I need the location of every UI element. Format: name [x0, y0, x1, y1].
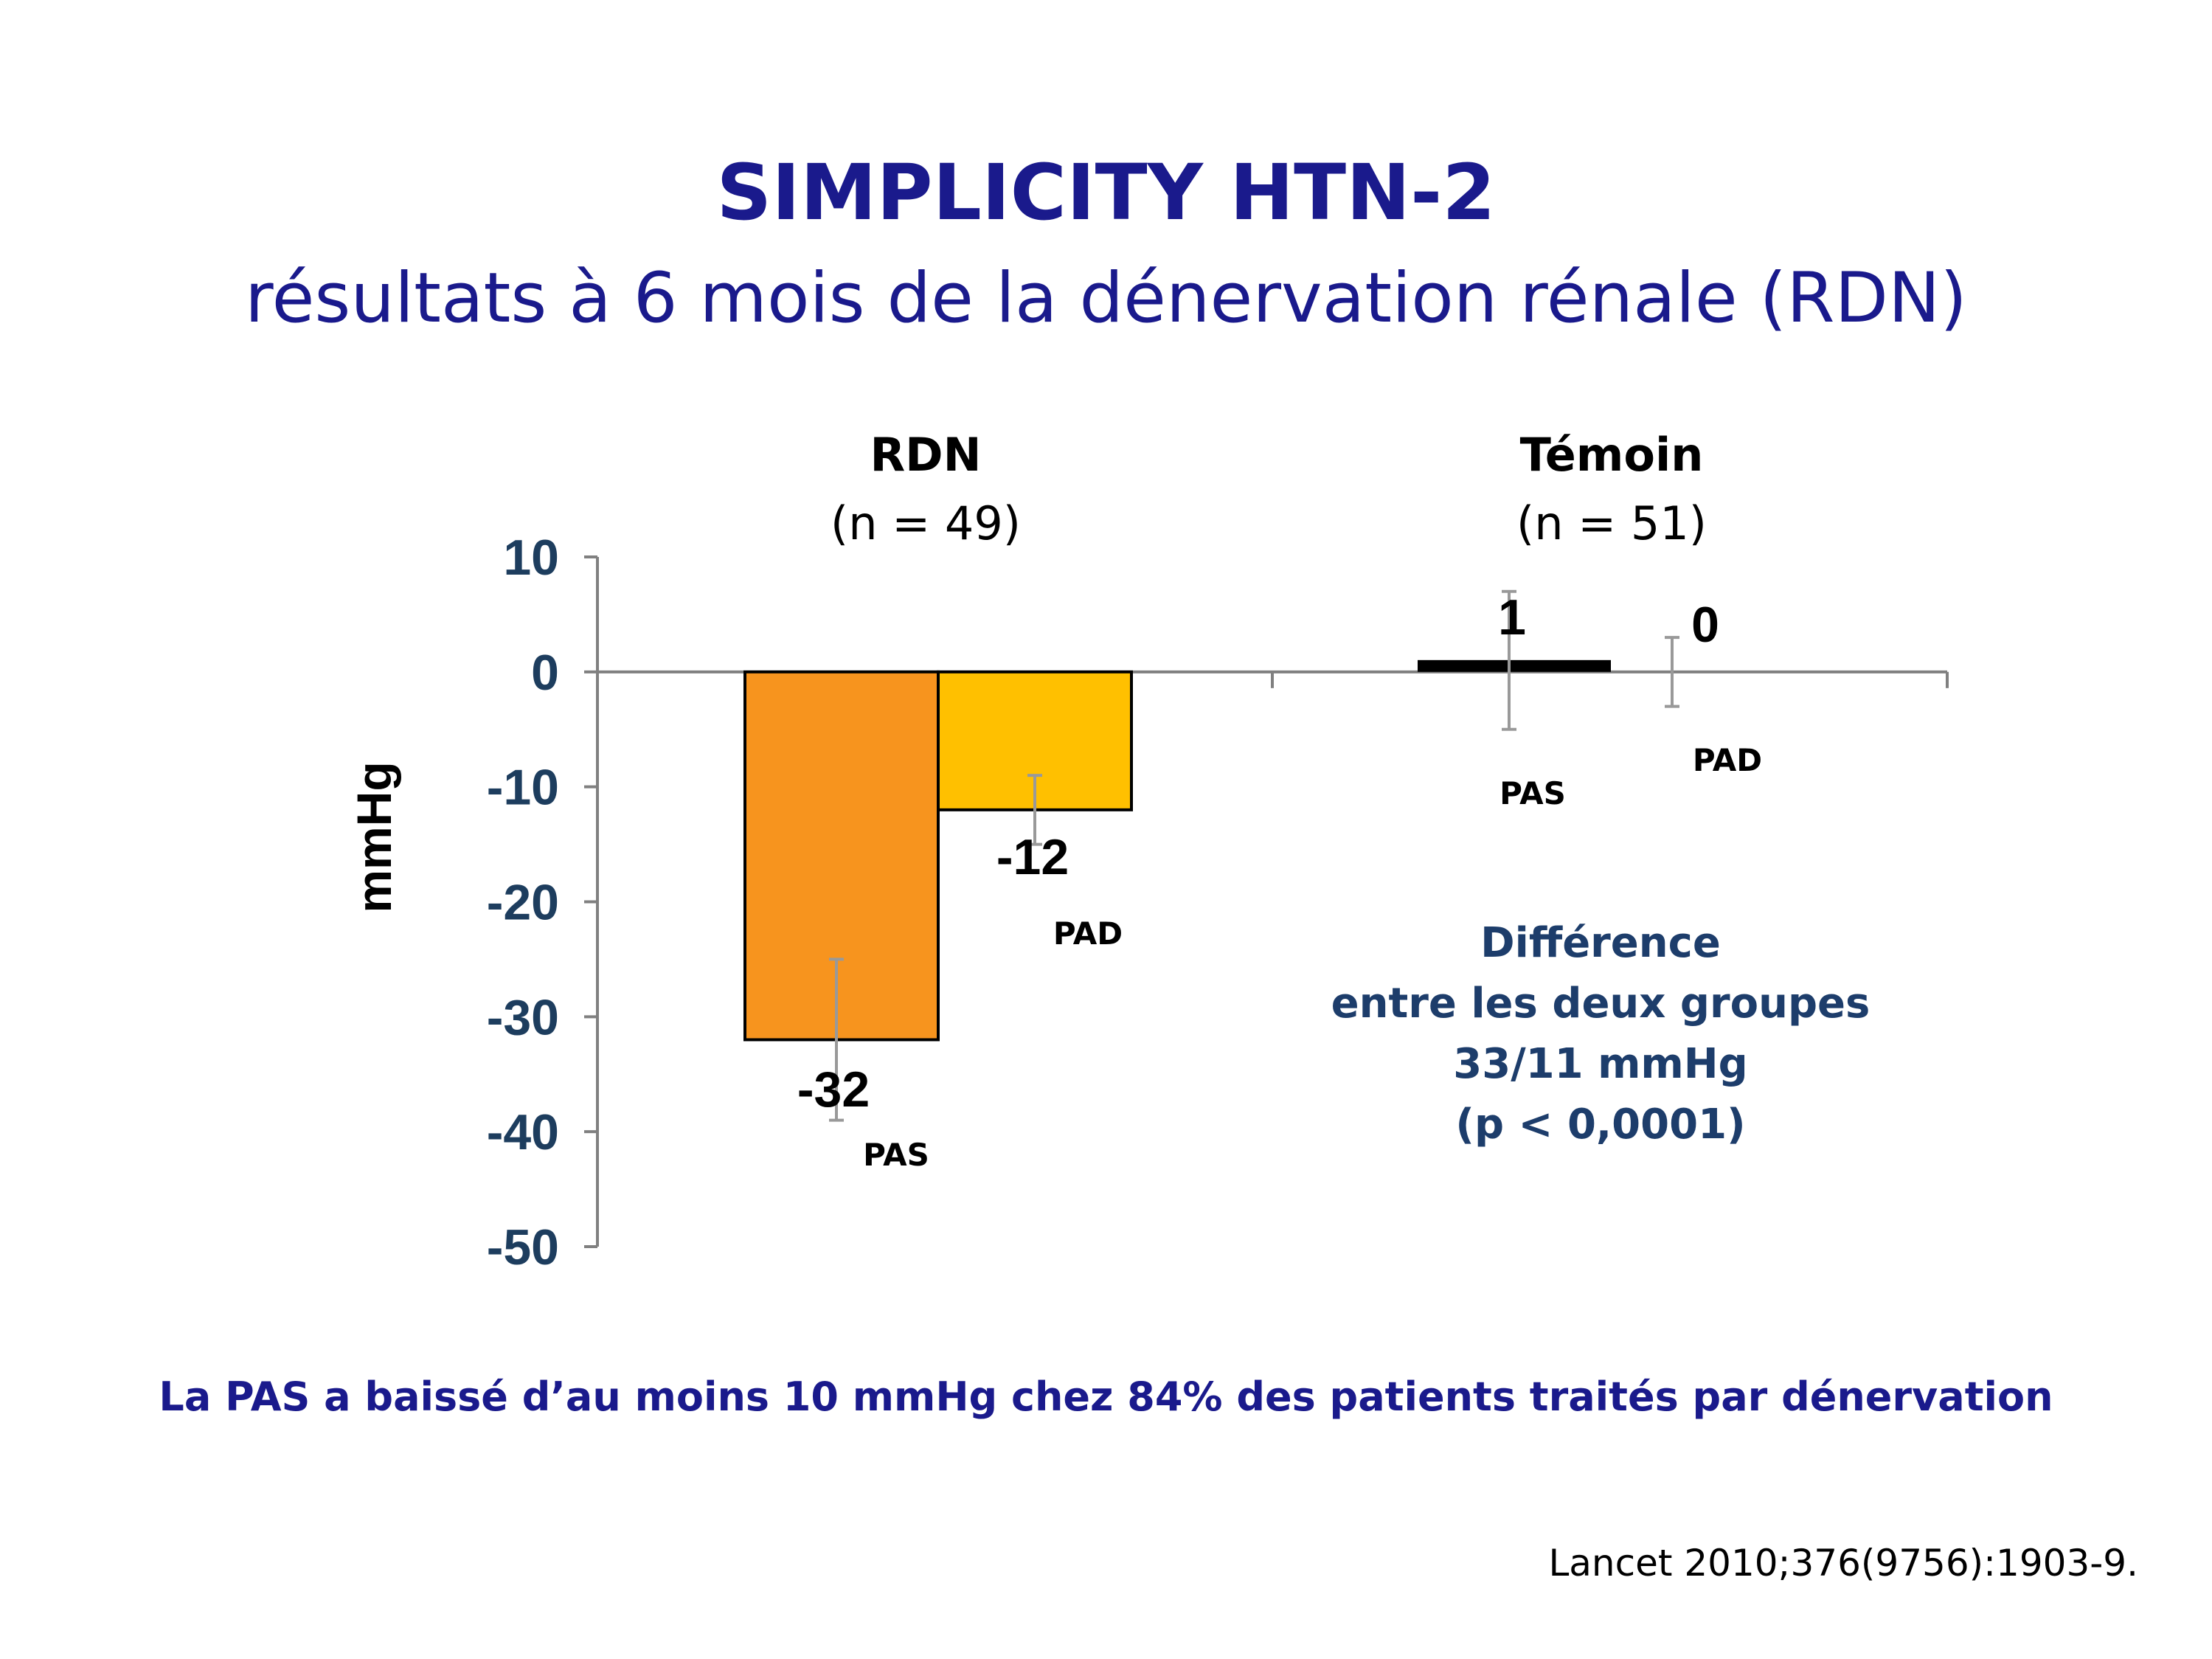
data-label: 0	[1691, 597, 1719, 653]
chart-title: SIMPLICITY HTN-2	[716, 148, 1496, 238]
difference-line: (p < 0,0001)	[1455, 1101, 1746, 1149]
footnote: La PAS a baissé d’au moins 10 mmHg chez …	[159, 1374, 2053, 1420]
series-label: PAD	[1693, 742, 1762, 778]
series-label: PAS	[863, 1137, 929, 1173]
y-tick-label: -10	[487, 760, 559, 816]
reference: Lancet 2010;376(9756):1903-9.	[1548, 1542, 2138, 1584]
y-tick-label: -20	[487, 875, 559, 931]
group-name: Témoin	[1519, 428, 1704, 482]
bar	[743, 670, 940, 1042]
bar	[1418, 659, 1611, 672]
y-axis-title: mmHg	[347, 761, 401, 912]
y-tick-label: -50	[487, 1219, 559, 1275]
difference-line: entre les deux groupes	[1331, 980, 1871, 1028]
data-label: -12	[996, 829, 1069, 885]
difference-line: Différence	[1480, 919, 1721, 967]
series-label: PAS	[1499, 775, 1566, 811]
y-tick-label: 10	[503, 530, 559, 586]
y-tick-label: -40	[487, 1104, 559, 1160]
group-header-rdn: RDN (n = 49)	[741, 428, 1110, 550]
group-n: (n = 49)	[831, 496, 1021, 550]
group-difference-note: Différence entre les deux groupes 33/11 …	[1298, 913, 1903, 1155]
chart-subtitle: résultats à 6 mois de la dénervation rén…	[245, 258, 1967, 339]
data-label: 1	[1498, 589, 1526, 645]
series-label: PAD	[1053, 915, 1123, 952]
y-tick-label: 0	[531, 645, 559, 701]
y-tick-label: -30	[487, 989, 559, 1045]
data-label: -32	[797, 1061, 870, 1118]
group-header-temoin: Témoin (n = 51)	[1427, 428, 1796, 550]
difference-line: 33/11 mmHg	[1453, 1040, 1748, 1088]
group-n: (n = 51)	[1516, 496, 1707, 550]
group-name: RDN	[870, 428, 982, 482]
